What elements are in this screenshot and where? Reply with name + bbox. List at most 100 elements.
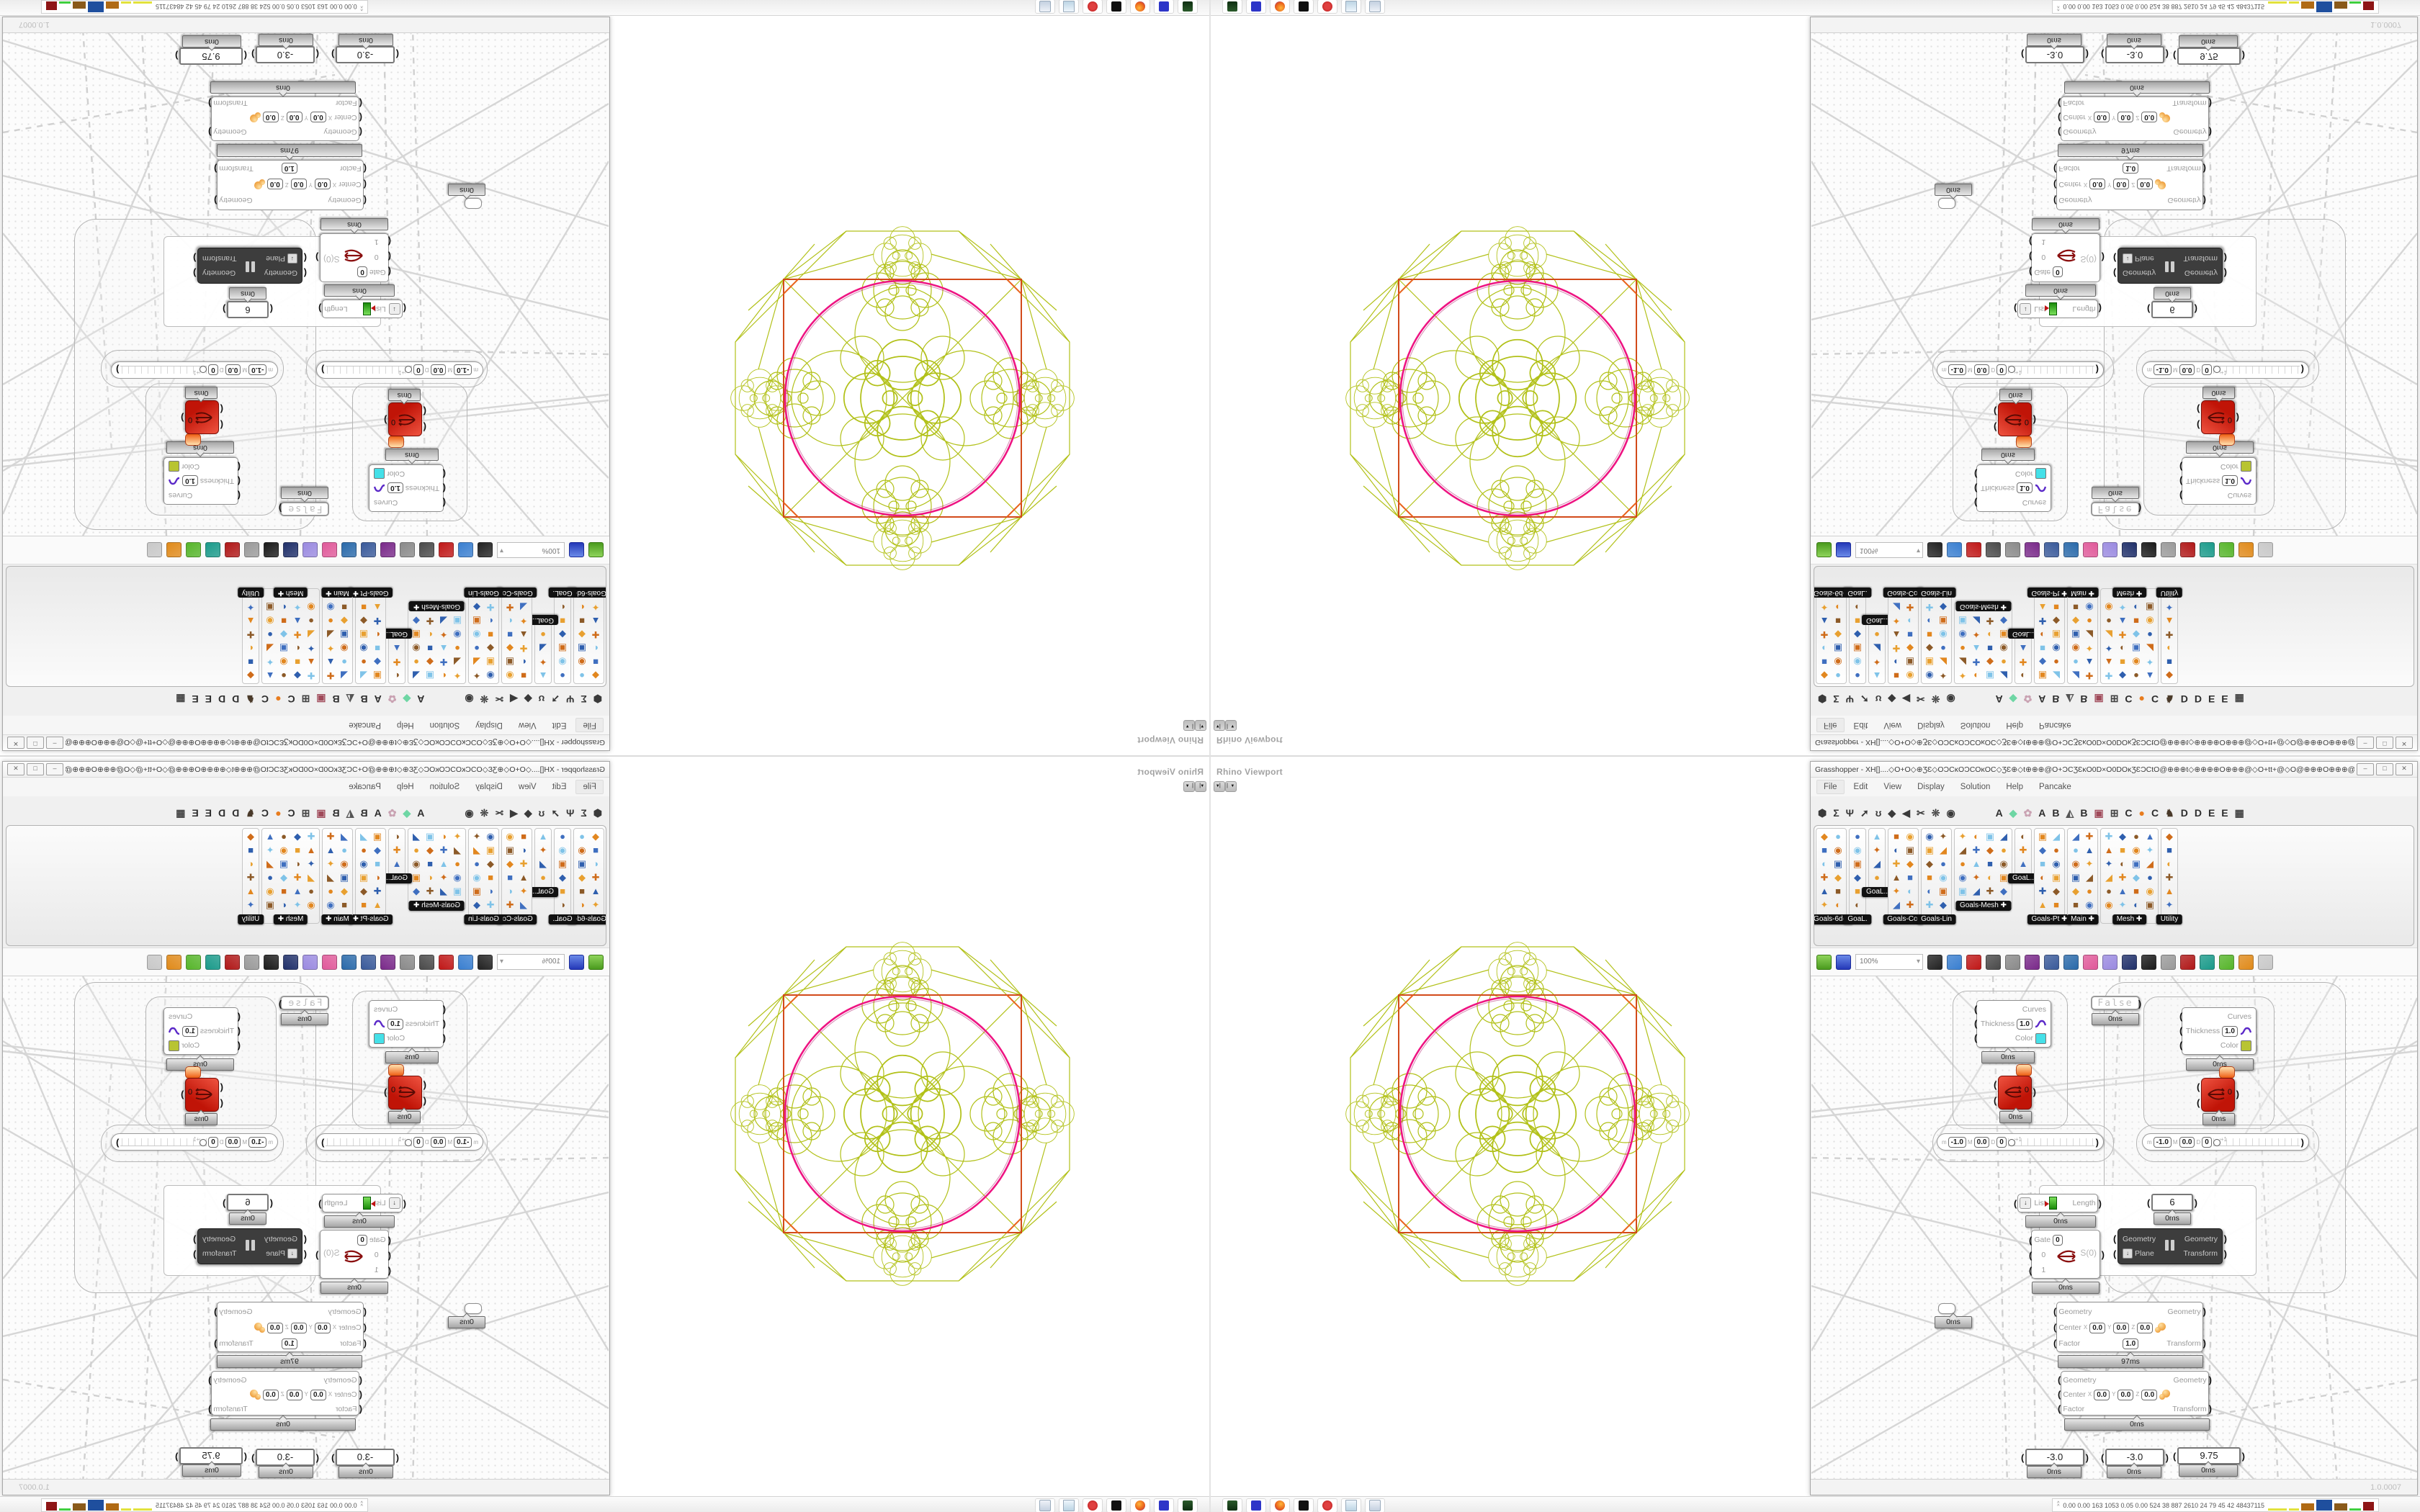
component-icon[interactable]: ◐ <box>2133 602 2139 613</box>
taskbar-notepad-icon[interactable] <box>1059 0 1079 14</box>
ribbon-tab-1[interactable]: Σ <box>1833 693 1839 705</box>
component-icon[interactable]: ◉ <box>412 643 421 654</box>
panel-label[interactable]: Goals-Mesh ✚ <box>1955 901 2012 911</box>
component-icon[interactable]: ✚ <box>373 616 382 626</box>
menu-item-help[interactable]: Help <box>2006 783 2024 791</box>
component-icon[interactable]: ● <box>2001 657 2007 667</box>
component-icon[interactable]: ● <box>1940 858 1946 869</box>
panel-label[interactable]: Utility <box>2156 588 2183 598</box>
ribbon-tab-21[interactable]: C <box>261 807 269 819</box>
component-icon[interactable]: ◆ <box>487 643 494 654</box>
component-icon[interactable]: ▲ <box>1819 616 1829 626</box>
ribbon-tab-5[interactable]: ◆ <box>1888 693 1896 705</box>
pin-orange-icon[interactable] <box>166 542 182 558</box>
component-icon[interactable]: ◉ <box>453 629 462 640</box>
component-icon[interactable]: ◆ <box>2166 670 2173 681</box>
component-icon[interactable]: ▣ <box>1905 657 1915 667</box>
component-icon[interactable]: ▣ <box>425 831 435 842</box>
slider-track[interactable]: +1 <box>120 1136 207 1146</box>
component-icon[interactable]: ● <box>579 831 585 842</box>
viewport-splitter-right-button[interactable]: ▏▼ <box>1225 781 1237 792</box>
component-icon[interactable]: ▣ <box>372 831 382 842</box>
component-icon[interactable]: ▲ <box>2084 657 2094 667</box>
component-icon[interactable]: ▣ <box>339 629 349 640</box>
menu-item-edit[interactable]: Edit <box>552 721 567 729</box>
close-button[interactable]: ✕ <box>7 763 24 775</box>
ribbon-tab-13[interactable]: A <box>374 807 382 819</box>
component-icon[interactable]: ● <box>267 629 273 640</box>
ribbon-tab-5[interactable]: ◆ <box>1888 807 1896 819</box>
menu-item-display[interactable]: Display <box>1917 721 1945 729</box>
component-icon[interactable]: ● <box>361 657 367 667</box>
component-icon[interactable]: ◆ <box>1906 858 1914 869</box>
component-icon[interactable]: ✚ <box>426 886 434 896</box>
component-icon[interactable]: ✚ <box>591 629 600 640</box>
component-icon[interactable]: ◆ <box>592 831 599 842</box>
panel-label[interactable]: Goals-Pt ✚ <box>2027 914 2072 924</box>
component-icon[interactable]: ▲ <box>326 657 336 667</box>
menu-item-pancake[interactable]: Pancake <box>2039 721 2071 729</box>
rings-icon[interactable] <box>2161 542 2176 558</box>
ribbon-tab-10[interactable]: A <box>417 693 425 705</box>
component-icon[interactable]: ◉ <box>326 602 335 613</box>
component-icon[interactable]: ● <box>2147 629 2153 640</box>
close-button[interactable]: ✕ <box>7 737 24 749</box>
component-icon[interactable]: ◐ <box>375 872 380 883</box>
ribbon-tab-26[interactable]: E <box>2221 807 2228 819</box>
component-icon[interactable]: ◐ <box>1894 657 1899 667</box>
ribbon-tab-24[interactable]: D <box>2194 693 2202 705</box>
component-icon[interactable]: ✚ <box>1986 886 1994 896</box>
component-icon[interactable]: ■ <box>295 657 300 667</box>
component-icon[interactable]: ◐ <box>560 602 565 613</box>
ribbon-tab-13[interactable]: A <box>2038 807 2046 819</box>
solver-component-error[interactable]: (( 0 ) <box>1994 1076 2036 1110</box>
component-icon[interactable]: ● <box>2073 845 2079 855</box>
component-icon[interactable]: ◐ <box>248 858 254 869</box>
component-icon[interactable]: ◢ <box>1893 602 1900 613</box>
component-icon[interactable]: ▣ <box>2071 872 2081 883</box>
value-panel[interactable]: (6) <box>2147 301 2197 318</box>
exit-door-icon[interactable] <box>1986 542 2001 558</box>
ribbon-tab-3[interactable]: ➚ <box>551 807 560 819</box>
exit-door-icon[interactable] <box>419 542 434 558</box>
weave-icon[interactable] <box>2122 954 2137 970</box>
component-icon[interactable]: ■ <box>2040 643 2045 654</box>
component-icon[interactable]: ◆ <box>2072 886 2079 896</box>
ribbon-tab-24[interactable]: D <box>2194 807 2202 819</box>
ribbon-tab-20[interactable]: ● <box>2138 807 2146 819</box>
menu-item-view[interactable]: View <box>1883 783 1902 791</box>
save-file-icon[interactable] <box>569 954 584 970</box>
component-icon[interactable]: ◐ <box>375 629 380 640</box>
ribbon-tab-14[interactable]: B <box>2052 807 2060 819</box>
component-icon[interactable]: ◉ <box>2132 657 2141 667</box>
component-icon[interactable]: ◆ <box>506 643 514 654</box>
component-icon[interactable]: ▲ <box>2164 616 2174 626</box>
component-icon[interactable]: ◉ <box>2085 899 2094 910</box>
component-icon[interactable]: ◉ <box>472 872 481 883</box>
component-icon[interactable]: ● <box>2106 616 2112 626</box>
component-icon[interactable]: ◐ <box>593 858 599 869</box>
ribbon-tab-10[interactable]: A <box>417 807 425 819</box>
component-icon[interactable]: ◆ <box>1926 643 1933 654</box>
component-icon[interactable]: ◉ <box>578 845 586 855</box>
component-icon[interactable]: ▣ <box>2038 831 2048 842</box>
component-icon[interactable]: ◐ <box>1855 899 1860 910</box>
component-icon[interactable]: ✚ <box>2019 657 2027 667</box>
component-icon[interactable]: ◐ <box>1821 858 1827 869</box>
component-icon[interactable]: ● <box>1874 872 1880 883</box>
ribbon-tab-15[interactable]: ◭ <box>2066 693 2074 705</box>
taskbar-floppy-icon[interactable] <box>1154 0 1174 14</box>
component-icon[interactable]: ■ <box>1907 872 1913 883</box>
menu-item-help[interactable]: Help <box>396 721 414 729</box>
component-icon[interactable]: ✚ <box>1972 845 1981 855</box>
component-icon[interactable]: ■ <box>2133 886 2139 896</box>
component-icon[interactable]: ◐ <box>441 670 447 681</box>
component-icon[interactable]: ◉ <box>1958 872 1967 883</box>
component-icon[interactable]: ◆ <box>2053 616 2060 626</box>
component-icon[interactable]: ■ <box>579 616 585 626</box>
component-icon[interactable]: ◉ <box>453 872 462 883</box>
component-icon[interactable]: ◉ <box>1999 643 2008 654</box>
list-length-component[interactable]: ( ↓ List Length ) <box>318 1194 406 1212</box>
component-icon[interactable]: ▲ <box>591 886 601 896</box>
